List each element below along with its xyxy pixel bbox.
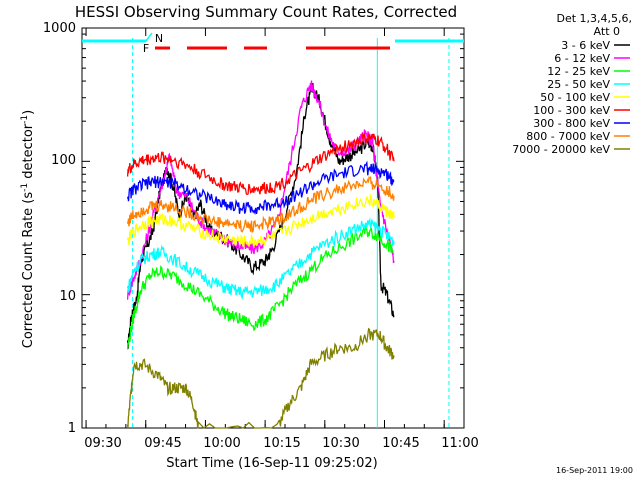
x-tick-label: 10:45: [382, 436, 419, 451]
plot-area: [81, 27, 465, 429]
x-tick-label: 10:30: [322, 436, 359, 451]
legend-entry-label: 50 - 100 keV: [540, 91, 610, 104]
flag-label-n: N: [155, 32, 163, 45]
plot-frame: [81, 27, 465, 429]
x-axis-label: Start Time (16-Sep-11 09:25:02): [166, 456, 377, 471]
flag-bar-left-bend: [145, 32, 153, 42]
series-line: [126, 160, 395, 216]
series-line: [126, 224, 395, 350]
legend-entry-label: 800 - 7000 keV: [526, 130, 610, 143]
series-line: [126, 132, 395, 196]
flag-label-f: F: [143, 42, 149, 55]
x-tick-label: 10:15: [263, 436, 300, 451]
y-tick-label: 1: [68, 421, 76, 436]
y-tick-label: 1000: [43, 21, 76, 36]
legend-entry-label: 3 - 6 keV: [561, 39, 610, 52]
legend-header-line: Att 0: [594, 25, 620, 38]
legend-entry-label: 300 - 800 keV: [533, 117, 610, 130]
x-tick-label: 11:00: [441, 436, 478, 451]
legend-entry-label: 100 - 300 keV: [533, 104, 610, 117]
x-tick-label: 10:00: [203, 436, 240, 451]
y-tick-label: 100: [51, 153, 76, 168]
y-axis-label-part: detector: [21, 123, 36, 183]
series-line: [126, 176, 395, 234]
legend-entry-label: 6 - 12 keV: [554, 52, 610, 65]
y-tick-labels: 1 10 100 1000: [43, 21, 76, 436]
x-tick-labels: 09:30 09:45 10:00 10:15 10:30 10:45 11:0…: [84, 436, 478, 451]
y-axis-label-part: ): [21, 110, 36, 115]
legend-entry-label: 7000 - 20000 keV: [512, 143, 610, 156]
series-line: [126, 327, 395, 429]
x-tick-label: 09:45: [144, 436, 181, 451]
series-line: [126, 217, 395, 301]
footer-timestamp: 16-Sep-2011 19:00: [556, 466, 633, 475]
observing-flags: F N: [82, 32, 464, 55]
y-axis-label-part: Corrected Count Rate (s: [21, 192, 36, 349]
chart-title: HESSI Observing Summary Count Rates, Cor…: [75, 3, 457, 21]
legend-header-line: Det 1,3,4,5,6,: [556, 12, 632, 25]
legend-entry-label: 25 - 50 keV: [547, 78, 610, 91]
legend-entry-label: 12 - 25 keV: [547, 65, 610, 78]
x-tick-label: 09:30: [84, 436, 121, 451]
y-axis-label-sup: -1: [20, 115, 30, 124]
y-tick-label: 10: [59, 289, 76, 304]
y-axis-label: Corrected Count Rate (s-1 detector-1): [20, 110, 36, 348]
series-line: [126, 193, 395, 249]
y-axis-label-sup: -1: [20, 183, 30, 192]
